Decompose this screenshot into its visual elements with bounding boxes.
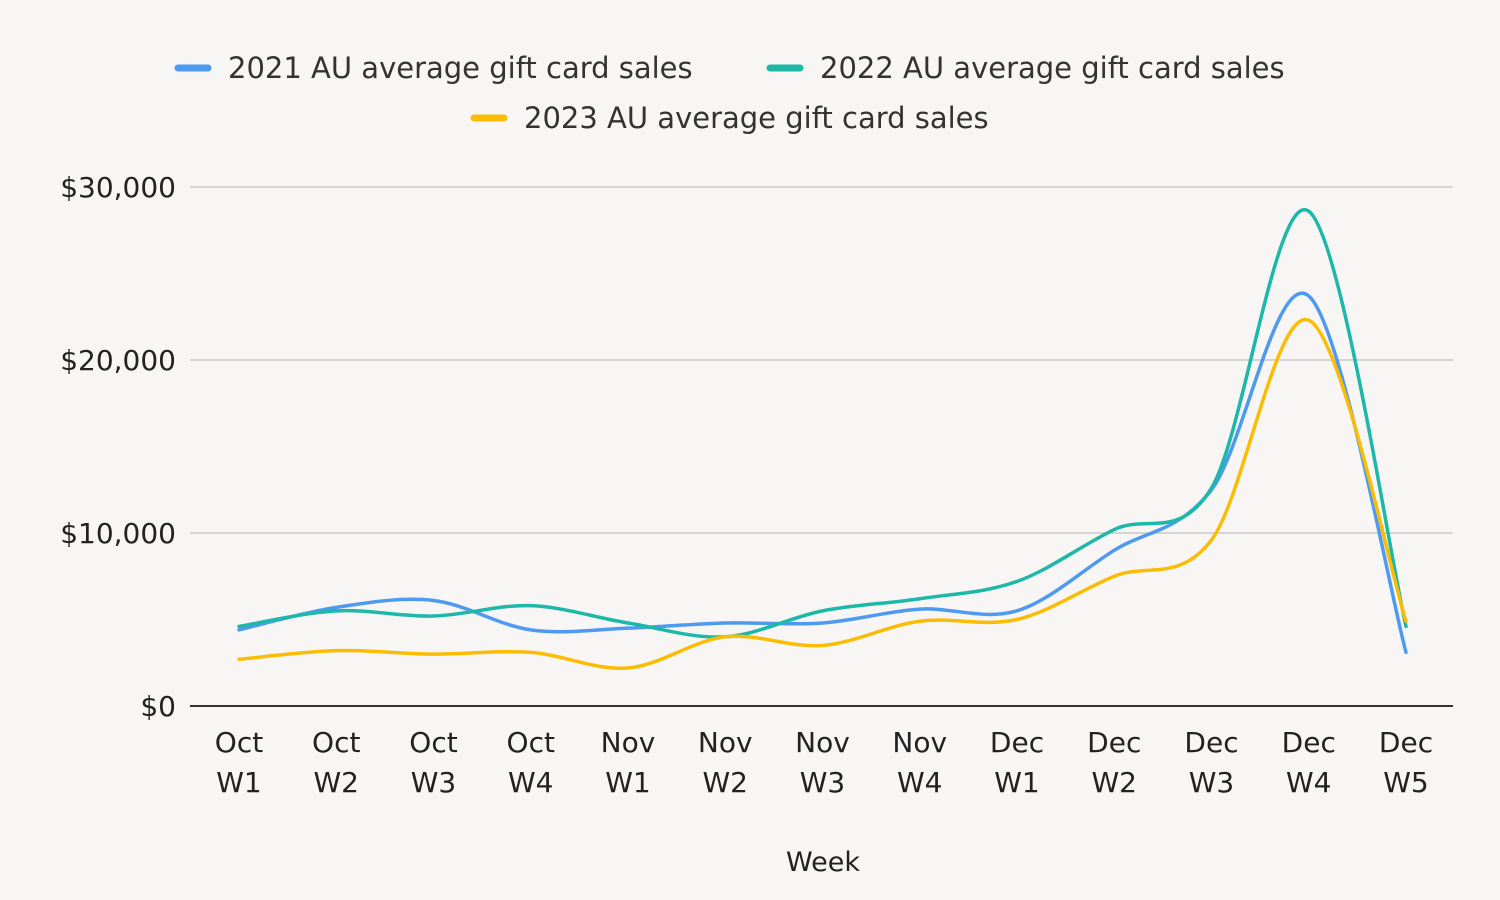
legend-item[interactable]: 2021 AU average gift card sales [174,51,693,85]
y-tick-label: $0 [140,690,176,723]
y-axis: $0 $10,000 $20,000 $30,000 [60,171,176,723]
legend-label: 2022 AU average gift card sales [820,51,1285,85]
y-tick-label: $20,000 [60,344,176,377]
legend-item[interactable]: 2023 AU average gift card sales [470,101,989,135]
x-tick-label: Dec W5 [1379,726,1433,799]
gridlines [190,186,1453,707]
y-tick-label: $10,000 [60,517,176,550]
x-tick-label: Oct W1 [215,726,263,799]
x-tick-label: Dec W3 [1184,726,1238,799]
x-tick-label: Nov W2 [698,726,753,799]
legend: 2021 AU average gift card sales 2022 AU a… [174,51,1285,135]
x-tick-label: Nov W3 [795,726,850,799]
x-tick-label: Oct W4 [507,726,555,799]
y-tick-label: $30,000 [60,171,176,204]
x-axis-title: Week [786,847,860,878]
x-axis: Oct W1 Oct W2 Oct W3 Oct W4 Nov W1 Nov W2 Nov W3 Nov W4… [215,726,1433,799]
x-tick-label: Dec W2 [1087,726,1141,799]
x-tick-label: Nov W4 [892,726,947,799]
legend-label: 2021 AU average gift card sales [228,51,693,85]
x-tick-label: Dec W1 [990,726,1044,799]
series-line-2023 [237,318,1408,670]
legend-item[interactable]: 2022 AU average gift card sales [766,51,1285,85]
legend-label: 2023 AU average gift card sales [524,101,989,135]
x-tick-label: Oct W2 [312,726,360,799]
series-line-2021 [237,291,1408,655]
x-tick-label: Nov W1 [601,726,656,799]
series-lines [237,208,1408,670]
series-line-2022 [237,208,1408,639]
x-tick-label: Oct W3 [409,726,457,799]
x-tick-label: Dec W4 [1282,726,1336,799]
